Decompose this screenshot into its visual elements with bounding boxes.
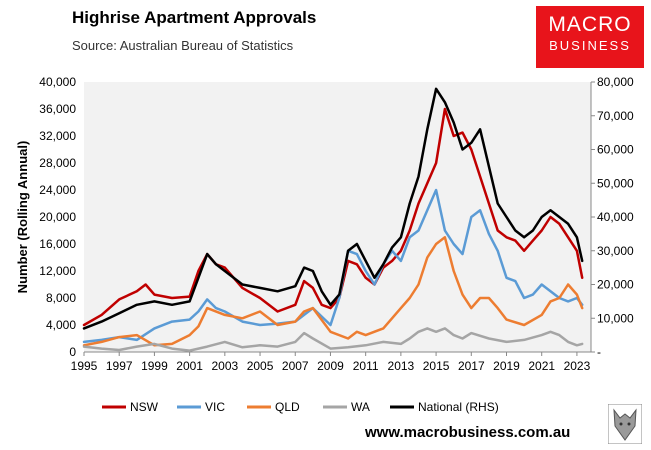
x-tick-label: 1997 [106,359,133,373]
wolf-logo-icon [608,404,642,444]
series-layer [82,87,584,352]
footer-url: www.macrobusiness.com.au [365,424,571,441]
chart-source: Source: Australian Bureau of Statistics [72,38,294,53]
y-left-tick-label: 20,000 [39,210,76,224]
axes: 0 4,000 8,000 12,000 16,000 20,000 24,000 28,00… [39,75,634,373]
macrobusiness-logo: MACRO BUSINESS [536,6,644,68]
logo-line-1: MACRO [548,13,632,36]
series-line-qld [82,236,584,347]
y-left-tick-label: 16,000 [39,237,76,251]
legend-label: NSW [130,400,159,414]
x-tick-label: 2003 [211,359,238,373]
x-tick-label: 2023 [564,359,591,373]
y-left-tick-label: 28,000 [39,156,76,170]
y-right-tick-label: 80,000 [597,75,634,89]
y-right-tick-label: 30,000 [597,244,634,258]
legend-label: National (RHS) [418,400,499,414]
y-left-tick-label: 0 [69,345,76,359]
y-right-tick-label: - [597,345,601,359]
x-tick-label: 2009 [317,359,344,373]
y-axis-label: Number (Rolling Annual) [15,141,30,294]
y-left-tick-label: 4,000 [46,318,76,332]
y-left-tick-label: 40,000 [39,75,76,89]
plot-area [84,82,591,352]
y-right-tick-label: 50,000 [597,176,634,190]
y-right-tick-label: 20,000 [597,278,634,292]
y-left-tick-label: 36,000 [39,102,76,116]
logo-line-2: BUSINESS [549,38,631,53]
legend: NSW VIC QLD WA National (RHS) [102,400,499,414]
x-tick-label: 1995 [71,359,98,373]
x-tick-label: 2019 [493,359,520,373]
x-tick-label: 2007 [282,359,309,373]
y-left-tick-label: 24,000 [39,183,76,197]
x-tick-label: 2017 [458,359,485,373]
series-line-national-rhs [82,87,584,330]
x-tick-label: 1999 [141,359,168,373]
x-tick-label: 2011 [353,359,379,373]
y-right-tick-label: 10,000 [597,311,634,325]
x-tick-label: 2015 [423,359,450,373]
x-tick-label: 2001 [176,359,203,373]
x-tick-label: 2005 [247,359,274,373]
legend-label: WA [351,400,370,414]
chart-title: Highrise Apartment Approvals [72,8,317,27]
y-left-tick-label: 12,000 [39,264,76,278]
y-right-tick-label: 70,000 [597,109,634,123]
x-tick-label: 2013 [388,359,415,373]
legend-label: QLD [275,400,300,414]
y-left-tick-label: 8,000 [46,291,76,305]
series-line-wa [82,327,584,352]
x-tick-label: 2021 [528,359,555,373]
legend-label: VIC [205,400,225,414]
y-right-tick-label: 60,000 [597,143,634,157]
y-right-tick-label: 40,000 [597,210,634,224]
y-left-tick-label: 32,000 [39,129,76,143]
